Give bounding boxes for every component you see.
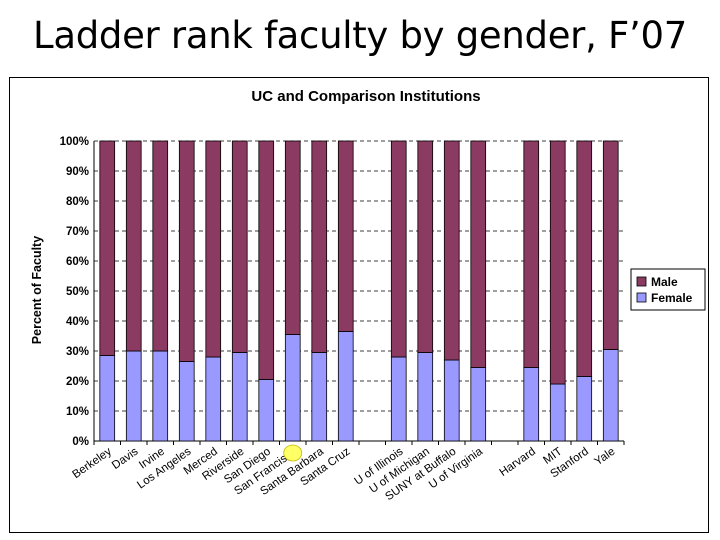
x-tick-label: Yale <box>592 446 617 469</box>
bar-male <box>152 140 169 352</box>
bar-male <box>576 140 593 377</box>
stacked-bar-chart: UC and Comparison Institutions 0% 10% 20% 3… <box>30 88 706 503</box>
bar-male <box>549 140 566 385</box>
bar-female <box>311 352 328 442</box>
y-tick-label: 40% <box>66 316 89 328</box>
bar-male <box>417 140 434 353</box>
bar-female <box>523 367 540 442</box>
y-tick-label: 80% <box>66 196 89 208</box>
legend-label-female: Female <box>651 291 693 305</box>
bar-male <box>311 140 328 353</box>
bar-female <box>576 376 593 442</box>
x-tick-label: Berkeley <box>70 445 114 481</box>
bar-female <box>99 355 116 442</box>
bar-male <box>231 140 248 353</box>
x-tick-label: Harvard <box>498 446 538 479</box>
bar-female <box>205 356 222 442</box>
bar-male <box>284 140 301 335</box>
bar-female <box>390 356 407 442</box>
y-tick-label: 100% <box>60 136 89 148</box>
bar-female <box>152 350 169 442</box>
highlight-marker <box>283 444 303 462</box>
bar-male <box>390 140 407 358</box>
bar-female <box>258 379 275 442</box>
bar-female <box>284 334 301 442</box>
y-tick-label: 50% <box>66 286 89 298</box>
bar-female <box>125 350 142 442</box>
legend-swatch-female <box>636 292 647 303</box>
bar-female <box>178 361 195 442</box>
bar-female <box>337 331 354 442</box>
bars <box>99 140 619 442</box>
y-tick-label: 30% <box>66 346 89 358</box>
y-tick-label: 10% <box>66 406 89 418</box>
y-tick-label: 0% <box>72 436 89 448</box>
chart-title: UC and Comparison Institutions <box>251 88 480 105</box>
bar-female <box>417 352 434 442</box>
bar-male <box>205 140 222 358</box>
legend-label-male: Male <box>651 275 678 289</box>
slide-title: Ladder rank faculty by gender, F’07 <box>33 14 687 57</box>
bar-male <box>125 140 142 352</box>
bar-male <box>258 140 275 380</box>
y-tick-label: 60% <box>66 256 89 268</box>
bar-male <box>337 140 354 332</box>
y-tick-labels: 0% 10% 20% 30% 40% 50% 60% 70% 80% 90% 100% <box>60 136 89 448</box>
legend-swatch-male <box>636 276 647 287</box>
bar-female <box>602 349 619 442</box>
bar-male <box>443 140 460 361</box>
chart-frame: UC and Comparison Institutions 0% 10% 20% 3… <box>9 77 709 533</box>
x-tick-label: Davis <box>110 445 141 471</box>
bar-male <box>470 140 487 368</box>
bar-female <box>549 383 566 442</box>
bar-male <box>602 140 619 350</box>
bar-female <box>231 352 248 442</box>
legend-box <box>630 268 706 311</box>
legend: Male Female <box>630 268 706 311</box>
gridlines <box>93 140 625 445</box>
bar-female <box>470 367 487 442</box>
bar-female <box>443 359 460 442</box>
y-tick-label: 20% <box>66 376 89 388</box>
bar-male <box>99 140 116 356</box>
bar-male <box>178 140 195 362</box>
y-tick-label: 90% <box>66 166 89 178</box>
y-axis-title: Percent of Faculty <box>30 236 44 344</box>
bar-male <box>523 140 540 368</box>
y-tick-label: 70% <box>66 226 89 238</box>
